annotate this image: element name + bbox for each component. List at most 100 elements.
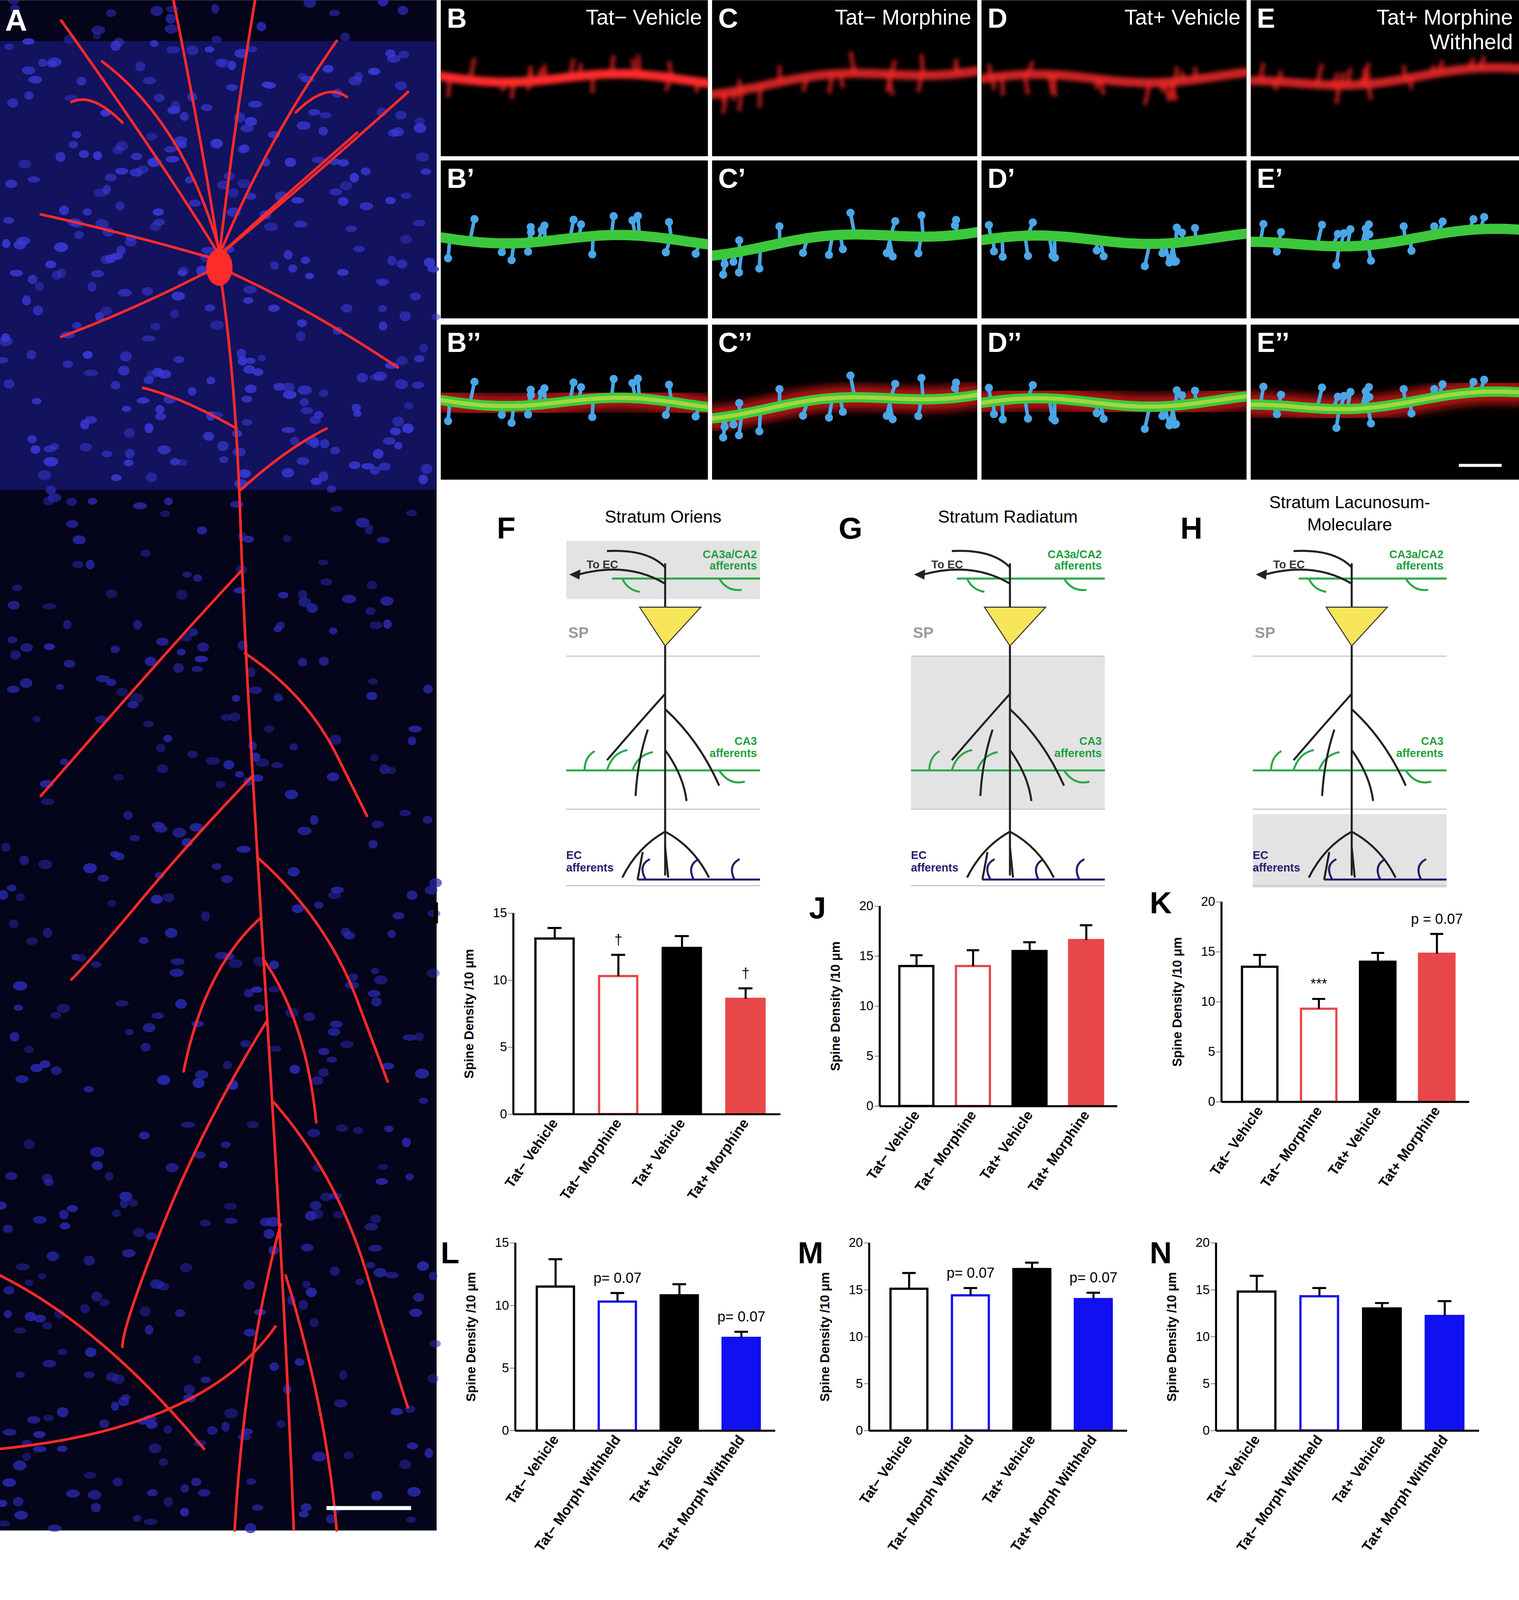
svg-text:10: 10 (1200, 994, 1215, 1009)
svg-text:Tat+ Morph Withheld: Tat+ Morph Withheld (1358, 1431, 1452, 1555)
svg-text:p= 0.07: p= 0.07 (593, 1269, 642, 1286)
svg-text:E’’: E’’ (1256, 326, 1290, 358)
svg-text:CA3afferents: CA3afferents (709, 734, 757, 760)
svg-text:Spine Density /10 μm: Spine Density /10 μm (828, 941, 843, 1071)
svg-text:Tat− Vehicle: Tat− Vehicle (863, 1107, 923, 1183)
svg-text:G: G (838, 510, 863, 546)
svg-text:B: B (446, 2, 467, 34)
svg-text:†: † (614, 931, 623, 948)
svg-text:Tat+ Morphine: Tat+ Morphine (1024, 1107, 1093, 1195)
svg-text:Tat+ Morph Withheld: Tat+ Morph Withheld (655, 1431, 748, 1555)
svg-text:J: J (808, 890, 827, 925)
svg-text:C’’: C’’ (718, 326, 753, 358)
svg-text:Tat+ Vehicle: Tat+ Vehicle (1324, 1103, 1384, 1179)
svg-text:B’’: B’’ (446, 326, 481, 358)
svg-text:5: 5 (866, 1048, 874, 1063)
svg-text:Spine Density /10 μm: Spine Density /10 μm (461, 948, 477, 1079)
svg-text:Stratum Radiatum: Stratum Radiatum (938, 506, 1079, 527)
svg-text:Tat− Morphine: Tat− Morphine (834, 5, 972, 30)
svg-text:E’: E’ (1256, 162, 1284, 194)
svg-text:Tat− Vehicle: Tat− Vehicle (585, 5, 702, 30)
svg-text:To EC: To EC (586, 558, 619, 571)
svg-text:0: 0 (856, 1422, 864, 1438)
svg-text:***: *** (1310, 976, 1328, 993)
svg-text:20: 20 (1195, 1235, 1210, 1250)
svg-text:K: K (1149, 885, 1173, 920)
svg-text:Tat+ MorphineWithheld: Tat+ MorphineWithheld (1376, 5, 1513, 54)
svg-text:Tat− Vehicle: Tat− Vehicle (502, 1431, 563, 1508)
svg-text:Tat+ Morphine: Tat+ Morphine (1375, 1103, 1444, 1191)
svg-text:0: 0 (501, 1422, 509, 1438)
svg-text:Tat+ Morphine: Tat+ Morphine (683, 1115, 752, 1204)
svg-text:ECafferents: ECafferents (566, 848, 614, 874)
svg-text:Stratum Oriens: Stratum Oriens (604, 506, 722, 527)
svg-text:Tat− Vehicle: Tat− Vehicle (501, 1115, 561, 1191)
svg-text:Tat− Morphine: Tat− Morphine (556, 1115, 625, 1204)
svg-text:D’’: D’’ (987, 326, 1022, 358)
svg-text:To EC: To EC (1273, 558, 1305, 571)
svg-text:SP: SP (1254, 624, 1276, 641)
svg-text:Tat− Vehicle: Tat− Vehicle (1203, 1431, 1264, 1508)
svg-text:CA3a/CA2afferents: CA3a/CA2afferents (1047, 547, 1102, 572)
svg-text:5: 5 (1203, 1376, 1211, 1391)
svg-text:CA3afferents: CA3afferents (1395, 734, 1444, 760)
svg-text:Stratum Lacunosum-Moleculare: Stratum Lacunosum-Moleculare (1269, 492, 1430, 534)
svg-text:C’: C’ (718, 162, 747, 194)
svg-text:0: 0 (866, 1098, 874, 1113)
svg-text:15: 15 (859, 948, 874, 963)
svg-text:0: 0 (1203, 1422, 1211, 1438)
svg-text:C: C (718, 2, 739, 34)
svg-text:10: 10 (848, 1328, 863, 1344)
svg-text:E: E (1256, 2, 1276, 34)
svg-text:0: 0 (1208, 1094, 1216, 1109)
svg-text:Tat+ Vehicle: Tat+ Vehicle (628, 1115, 689, 1191)
svg-text:0: 0 (499, 1106, 507, 1121)
svg-text:ECafferents: ECafferents (1252, 848, 1300, 874)
svg-text:CA3a/CA2afferents: CA3a/CA2afferents (702, 547, 757, 572)
svg-text:Tat− Morph Withheld: Tat− Morph Withheld (1233, 1431, 1327, 1555)
svg-text:Tat− Morphine: Tat− Morphine (1256, 1103, 1325, 1191)
svg-text:p= 0.07: p= 0.07 (946, 1264, 995, 1281)
svg-text:Spine Density /10 μm: Spine Density /10 μm (817, 1271, 833, 1402)
svg-text:ECafferents: ECafferents (910, 848, 959, 874)
svg-text:p = 0.07: p = 0.07 (1410, 910, 1463, 927)
svg-text:20: 20 (859, 898, 874, 913)
svg-text:20: 20 (848, 1235, 863, 1250)
svg-text:5: 5 (856, 1376, 864, 1391)
svg-text:Tat+ Morph Withheld: Tat+ Morph Withheld (1007, 1431, 1100, 1555)
svg-text:10: 10 (492, 972, 507, 988)
svg-text:CA3a/CA2afferents: CA3a/CA2afferents (1389, 547, 1444, 572)
svg-text:A: A (5, 3, 28, 38)
svg-text:Tat+ Vehicle: Tat+ Vehicle (626, 1431, 686, 1508)
svg-text:10: 10 (859, 998, 874, 1013)
svg-text:10: 10 (1195, 1328, 1210, 1344)
svg-text:Tat+ Vehicle: Tat+ Vehicle (979, 1431, 1039, 1508)
svg-text:5: 5 (1208, 1044, 1216, 1059)
svg-text:Spine Density /10 μm: Spine Density /10 μm (1164, 1271, 1180, 1402)
svg-text:Tat+ Vehicle: Tat+ Vehicle (1124, 5, 1241, 30)
svg-text:F: F (496, 510, 516, 546)
svg-text:15: 15 (492, 905, 507, 921)
svg-text:p= 0.07: p= 0.07 (1069, 1269, 1118, 1286)
svg-text:15: 15 (848, 1281, 863, 1297)
svg-text:L: L (440, 1235, 460, 1270)
svg-text:N: N (1149, 1235, 1173, 1270)
svg-text:10: 10 (494, 1297, 509, 1312)
svg-text:15: 15 (1195, 1281, 1210, 1297)
svg-text:Tat− Morphine: Tat− Morphine (911, 1107, 980, 1195)
svg-text:Tat− Vehicle: Tat− Vehicle (1206, 1103, 1266, 1179)
svg-text:B’: B’ (446, 162, 475, 194)
svg-text:Tat− Morph Withheld: Tat− Morph Withheld (884, 1431, 978, 1555)
svg-text:Spine Density /10 μm: Spine Density /10 μm (1169, 937, 1185, 1067)
svg-text:15: 15 (494, 1235, 509, 1250)
svg-text:To EC: To EC (931, 558, 964, 571)
svg-text:Tat− Vehicle: Tat− Vehicle (856, 1431, 916, 1508)
svg-text:5: 5 (499, 1039, 507, 1055)
svg-text:D’: D’ (987, 162, 1016, 194)
svg-text:5: 5 (501, 1360, 509, 1375)
svg-text:p= 0.07: p= 0.07 (717, 1308, 766, 1325)
svg-text:M: M (797, 1235, 823, 1270)
svg-text:20: 20 (1200, 894, 1215, 909)
svg-text:SP: SP (913, 624, 934, 641)
svg-text:15: 15 (1200, 944, 1215, 959)
